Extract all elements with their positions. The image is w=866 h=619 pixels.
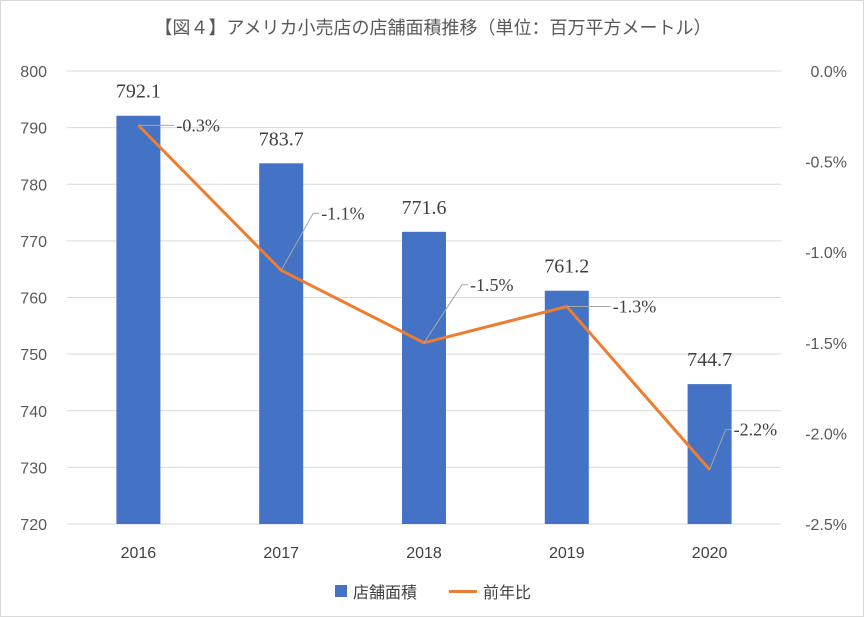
y-tick-left: 780 (20, 177, 47, 194)
yoy-value-label: -1.5% (470, 275, 514, 295)
bar-value-label: 783.7 (259, 128, 304, 150)
legend-item-area: 店舗面積 (334, 579, 417, 603)
yoy-value-label: -1.3% (613, 297, 657, 317)
y-tick-right: -1.0% (805, 245, 847, 262)
chart-title: 【図４】アメリカ小売店の店舗面積推移（単位：百万平方メートル） (154, 18, 712, 39)
y-tick-right: -2.5% (805, 517, 847, 534)
bar (544, 290, 589, 524)
yoy-leader-line (280, 212, 320, 271)
bar (402, 231, 446, 524)
y-tick-left: 800 (20, 64, 47, 81)
legend-item-yoy: 前年比 (449, 579, 531, 603)
y-tick-left: 770 (20, 234, 47, 251)
y-tick-right: -2.0% (805, 426, 847, 443)
chart-plot: 800 790 780 770 760 750 740 730 720 0.0% -0.5% -1.… (20, 64, 847, 562)
bar-value-label: 771.6 (402, 197, 447, 219)
y-tick-left: 730 (20, 460, 47, 477)
bar (116, 115, 161, 524)
legend-label-area: 店舗面積 (352, 583, 417, 602)
y-tick-right: -0.5% (805, 155, 847, 172)
y-tick-left: 720 (20, 517, 47, 534)
x-category-label: 2019 (549, 545, 585, 562)
y-tick-right: 0.0% (811, 64, 847, 81)
bar-value-label: 792.1 (116, 81, 161, 103)
legend-label-yoy: 前年比 (483, 583, 532, 602)
bar (259, 163, 304, 524)
y-tick-left: 790 (20, 121, 47, 138)
legend-swatch-bar (334, 585, 347, 597)
yoy-leader-line (423, 284, 468, 344)
chart-legend: 店舗面積 前年比 (1, 579, 865, 603)
x-category-label: 2020 (692, 545, 728, 562)
yoy-value-label: -2.2% (734, 420, 778, 440)
yoy-value-label: -1.1% (321, 203, 365, 223)
y-tick-left: 740 (20, 404, 47, 421)
y-tick-right: -1.5% (805, 336, 847, 353)
y-tick-left: 750 (20, 347, 47, 364)
bar-value-label: 761.2 (544, 256, 589, 278)
yoy-leader-line (709, 429, 732, 470)
yoy-value-label: -0.3% (176, 115, 220, 135)
x-category-label: 2018 (406, 545, 442, 562)
bar-value-label: 744.7 (687, 349, 732, 371)
legend-swatch-line (449, 589, 477, 593)
y-tick-left: 760 (20, 291, 47, 308)
x-category-label: 2017 (263, 545, 299, 562)
x-category-label: 2016 (121, 545, 157, 562)
